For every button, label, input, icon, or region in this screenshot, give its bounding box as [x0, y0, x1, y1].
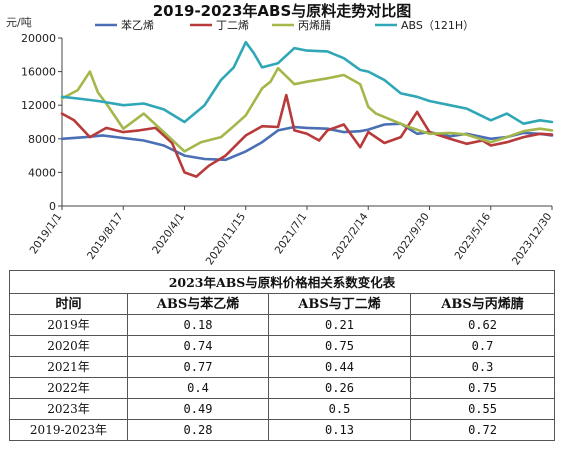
row-period: 2019-2023年	[9, 419, 128, 441]
header-abs-butadiene: ABS与丁二烯	[268, 293, 411, 315]
y-tick-label: 0	[49, 200, 56, 213]
legend-label: 苯乙烯	[121, 18, 154, 32]
series-line-3	[60, 66, 554, 153]
table-row: 2021年 0.77 0.44 0.3	[9, 356, 556, 378]
cell-abs-acrylonitrile: 0.55	[409, 398, 556, 420]
table-row: 2020年 0.74 0.75 0.7	[9, 335, 556, 357]
x-tick-label: 2021/7/1	[273, 211, 310, 257]
y-tick-label: 4000	[28, 166, 56, 179]
header-abs-acrylonitrile: ABS与丙烯腈	[409, 293, 556, 315]
x-tick-label: 2020/11/15	[204, 211, 249, 267]
header-abs-styrene: ABS与苯乙烯	[127, 293, 269, 315]
cell-abs-styrene: 0.77	[127, 356, 269, 378]
correlation-table: 2023年ABS与原料价格相关系数变化表 时间 ABS与苯乙烯 ABS与丁二烯 …	[8, 270, 556, 441]
header-time: 时间	[9, 293, 128, 315]
cell-abs-styrene: 0.4	[127, 377, 269, 399]
legend-label: 丙烯腈	[298, 19, 331, 32]
table-row: 2019-2023年 0.28 0.13 0.72	[9, 419, 556, 441]
cell-abs-acrylonitrile: 0.75	[409, 377, 556, 399]
cell-abs-styrene: 0.18	[127, 314, 269, 336]
row-period: 2021年	[9, 356, 128, 378]
row-period: 2019年	[9, 314, 128, 336]
series-line-1	[60, 122, 554, 162]
table-row: 2023年 0.49 0.5 0.55	[9, 398, 556, 420]
cell-abs-butadiene: 0.75	[268, 335, 411, 357]
cell-abs-styrene: 0.74	[127, 335, 269, 357]
x-tick-label: 2019/8/17	[85, 211, 126, 262]
price-trend-chart: 2019-2023年ABS与原料走势对比图 元/吨 苯乙烯 丁二烯 丙烯腈 ABS（1…	[6, 2, 554, 267]
cell-abs-acrylonitrile: 0.7	[409, 335, 556, 357]
cell-abs-butadiene: 0.13	[268, 419, 411, 441]
table-header-row: 时间 ABS与苯乙烯 ABS与丁二烯 ABS与丙烯腈	[9, 293, 556, 315]
legend-label: 丁二烯	[216, 19, 249, 32]
x-tick-label: 2023/5/16	[452, 211, 493, 262]
chart-legend: 苯乙烯 丁二烯 丙烯腈 ABS（121H）	[95, 18, 474, 32]
row-period: 2023年	[9, 398, 128, 420]
cell-abs-acrylonitrile: 0.3	[409, 356, 556, 378]
cell-abs-styrene: 0.49	[127, 398, 269, 420]
table-row: 2022年 0.4 0.26 0.75	[9, 377, 556, 399]
cell-abs-butadiene: 0.44	[268, 356, 411, 378]
row-period: 2020年	[9, 335, 128, 357]
row-period: 2022年	[9, 377, 128, 399]
chart-title: 2019-2023年ABS与原料走势对比图	[153, 2, 412, 20]
y-tick-label: 20000	[21, 32, 56, 45]
x-tick-label: 2023/12/30	[510, 211, 555, 267]
y-tick-label: 12000	[21, 99, 56, 112]
x-tick-label: 2019/1/1	[28, 211, 65, 257]
cell-abs-butadiene: 0.21	[268, 314, 411, 336]
cell-abs-acrylonitrile: 0.62	[409, 314, 556, 336]
x-tick-label: 2022/2/14	[330, 211, 371, 262]
series-line-2	[60, 93, 554, 178]
chart-series-layer	[60, 40, 554, 178]
x-tick-label: 2020/4/1	[150, 211, 187, 257]
cell-abs-butadiene: 0.26	[268, 377, 411, 399]
y-tick-label: 16000	[21, 66, 56, 79]
table-row: 2019年 0.18 0.21 0.62	[9, 314, 556, 336]
series-line-4	[60, 40, 554, 125]
cell-abs-styrene: 0.28	[127, 419, 269, 441]
y-axis-unit-label: 元/吨	[6, 16, 32, 29]
chart-axes: 0 4000 8000 12000 16000 20000 2019/1/1 2019/8/1…	[21, 32, 554, 267]
cell-abs-butadiene: 0.5	[268, 398, 411, 420]
x-tick-label: 2022/9/30	[391, 211, 432, 262]
price-trend-chart-svg: 2019-2023年ABS与原料走势对比图 元/吨 苯乙烯 丁二烯 丙烯腈 ABS（1…	[6, 2, 554, 267]
y-tick-label: 8000	[28, 133, 56, 146]
legend-label: ABS（121H）	[401, 19, 474, 32]
cell-abs-acrylonitrile: 0.72	[409, 419, 556, 441]
table-title: 2023年ABS与原料价格相关系数变化表	[8, 270, 556, 294]
